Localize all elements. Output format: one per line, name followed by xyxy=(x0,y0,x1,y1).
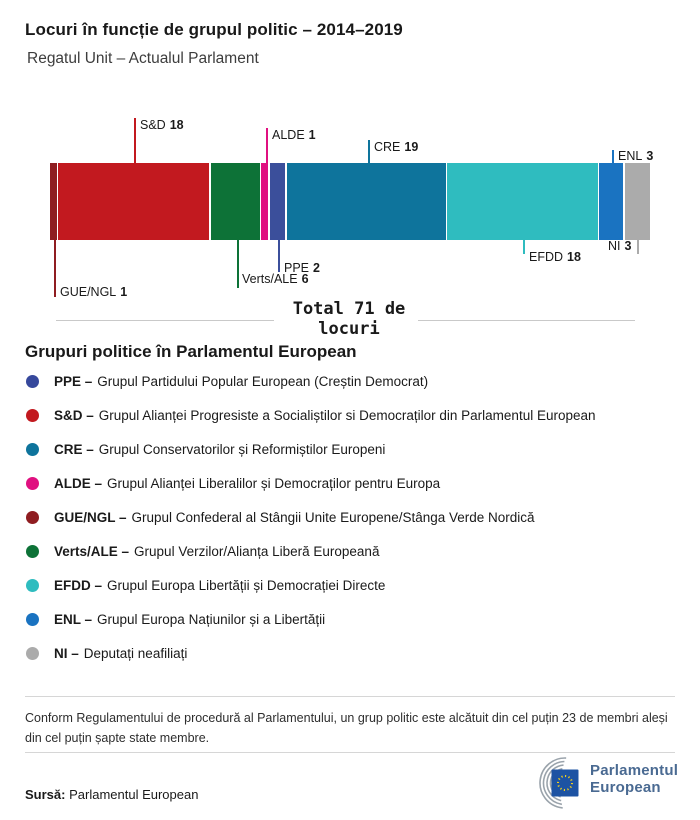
legend-dot xyxy=(26,374,39,388)
footnote-top-divider xyxy=(25,696,675,697)
legend-text: PPE – Grupul Partidului Popular European … xyxy=(54,373,429,389)
bar-segment-verts-ale xyxy=(210,163,260,240)
legend-row-sd: S&D – Grupul Alianței Progresiste a Socia… xyxy=(25,405,596,425)
bar-label-s-d: S&D 18 xyxy=(140,118,184,132)
bar-segment-s-d xyxy=(58,163,210,240)
leader-line-ni xyxy=(637,240,639,254)
legend-dot xyxy=(26,442,39,456)
bar-segment-ni xyxy=(624,163,650,240)
leader-line-alde xyxy=(266,128,268,163)
bar-segment-ppe xyxy=(269,163,286,240)
bar-label-gue-ngl: GUE/NGL 1 xyxy=(60,285,128,299)
leader-line-efdd xyxy=(523,240,525,254)
european-parliament-logo: Parlamentul European xyxy=(512,756,692,812)
total-left-rule xyxy=(56,320,274,321)
legend-text: Verts/ALE – Grupul Verzilor/Alianța Liber… xyxy=(54,543,380,559)
legend-dot xyxy=(26,476,39,490)
legend-row-alde: ALDE – Grupul Alianței Liberalilor și Dem… xyxy=(25,473,440,493)
legend-dot xyxy=(26,408,39,422)
leader-line-gue-ngl xyxy=(54,240,56,297)
legend-row-ni: NI – Deputați neafiliați xyxy=(25,643,187,663)
legend-dot xyxy=(26,510,39,524)
bar-label-cre: CRE 19 xyxy=(374,140,419,154)
legend-heading: Grupuri politice în Parlamentul European xyxy=(25,342,357,361)
legend-text: NI – Deputați neafiliați xyxy=(54,645,188,661)
page-title: Locuri în funcție de grupul politic – 20… xyxy=(25,20,403,39)
legend-text: ENL – Grupul Europa Națiunilor și a Liber… xyxy=(54,611,326,627)
eu-flag xyxy=(551,769,579,797)
legend-dot xyxy=(26,612,39,626)
legend-row-guengl: GUE/NGL – Grupul Confederal al Stângii Un… xyxy=(25,507,535,527)
legend-dot xyxy=(26,646,39,660)
legend-row-cre: CRE – Grupul Conservatorilor și Reformișt… xyxy=(25,439,385,459)
legend-row-vertsale: Verts/ALE – Grupul Verzilor/Alianța Liber… xyxy=(25,541,379,561)
legend-text: EFDD – Grupul Europa Libertății și Democr… xyxy=(54,577,386,593)
legend-row-enl: ENL – Grupul Europa Națiunilor și a Liber… xyxy=(25,609,325,629)
bar-label-alde: ALDE 1 xyxy=(272,128,316,142)
bar-label-ppe: PPE 2 xyxy=(284,261,320,275)
source-text: Parlamentul European xyxy=(69,787,199,802)
logo-line2: European xyxy=(590,778,661,796)
bar-segment-alde xyxy=(261,163,269,240)
leader-line-verts-ale xyxy=(237,240,239,288)
legend-text: ALDE – Grupul Alianței Liberalilor și Dem… xyxy=(54,475,441,491)
stacked-bar xyxy=(50,163,650,240)
legend-dot xyxy=(26,578,39,592)
legend-dot xyxy=(26,544,39,558)
source-label: Sursă: xyxy=(25,787,66,802)
bar-label-verts-ale: Verts/ALE 6 xyxy=(242,272,309,286)
total-right-rule xyxy=(418,320,635,321)
bar-label-enl: ENL 3 xyxy=(618,149,654,163)
total-seats-label: Total 71 de locuri xyxy=(292,299,406,339)
logo-wordmark: Parlamentul European xyxy=(590,762,679,796)
legend-row-efdd: EFDD – Grupul Europa Libertății și Democr… xyxy=(25,575,385,595)
page-subtitle: Regatul Unit – Actualul Parlament xyxy=(27,50,259,67)
bar-label-ni: NI 3 xyxy=(608,239,632,253)
legend-text: CRE – Grupul Conservatorilor și Reformișt… xyxy=(54,441,386,457)
legend-text: GUE/NGL – Grupul Confederal al Stângii Un… xyxy=(54,509,535,525)
hemicycle-flag-icon xyxy=(539,757,591,809)
leader-line-s-d xyxy=(134,118,136,163)
bar-label-efdd: EFDD 18 xyxy=(529,250,581,264)
footnote-text: Conform Regulamentului de procedură al P… xyxy=(25,711,668,745)
bar-segment-gue-ngl xyxy=(50,163,57,240)
bar-segment-cre xyxy=(286,163,446,240)
leader-line-ppe xyxy=(278,240,280,272)
legend-text: S&D – Grupul Alianței Progresiste a Socia… xyxy=(54,407,596,423)
leader-line-cre xyxy=(368,140,370,163)
footnote-bottom-divider xyxy=(25,752,675,753)
legend-row-ppe: PPE – Grupul Partidului Popular European … xyxy=(25,371,428,391)
source-line: Sursă: Parlamentul European xyxy=(25,787,198,802)
bar-segment-enl xyxy=(599,163,624,240)
logo-line1: Parlamentul xyxy=(590,762,679,779)
leader-line-enl xyxy=(612,150,614,163)
bar-segment-efdd xyxy=(447,163,598,240)
eu-flag-stars xyxy=(557,775,573,791)
